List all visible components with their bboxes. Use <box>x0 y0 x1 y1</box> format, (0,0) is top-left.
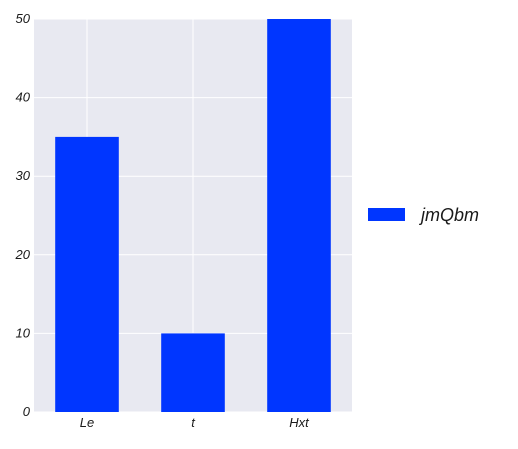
y-tick-label: 10 <box>16 325 31 340</box>
legend-label: jmQbm <box>418 205 479 225</box>
y-axis-ticks: 0 10 20 30 40 50 <box>15 11 31 419</box>
bar-t <box>161 333 225 412</box>
y-tick-label: 20 <box>15 247 31 262</box>
x-tick-label: Hxt <box>289 415 310 430</box>
y-tick-label: 40 <box>16 90 31 105</box>
y-tick-label: 50 <box>16 11 31 26</box>
bars <box>55 19 331 412</box>
legend-swatch <box>368 208 405 221</box>
x-tick-label: Le <box>80 415 94 430</box>
bar-le <box>55 136 119 412</box>
bar-hxt <box>267 19 331 412</box>
x-axis-ticks: Le t Hxt <box>80 415 310 430</box>
y-tick-label: 30 <box>16 168 31 183</box>
x-tick-label: t <box>191 415 196 430</box>
legend: jmQbm <box>368 205 479 225</box>
y-tick-label: 0 <box>23 404 31 419</box>
